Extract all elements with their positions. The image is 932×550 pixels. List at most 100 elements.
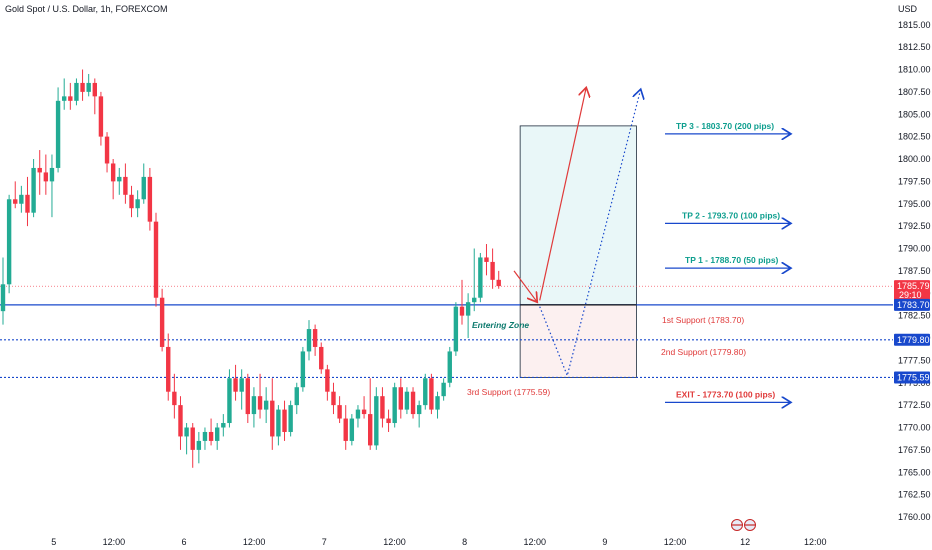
- candle-body: [172, 391, 177, 406]
- support2-price-tag: 1779.80: [897, 335, 930, 345]
- support-3-label: 3rd Support (1775.59): [467, 387, 550, 397]
- y-tick-label: 1760.00: [898, 512, 931, 522]
- candle-body: [472, 297, 477, 303]
- candle-body: [166, 346, 171, 392]
- candle-body: [221, 423, 226, 428]
- y-tick-label: 1790.00: [898, 244, 931, 254]
- candle-body: [429, 378, 434, 410]
- countdown-tag: 29:10: [899, 290, 922, 300]
- y-tick-label: 1762.50: [898, 490, 931, 500]
- candle-body: [80, 82, 85, 92]
- candle-body: [337, 405, 342, 419]
- candle-body: [282, 409, 287, 432]
- candle-body: [92, 82, 97, 97]
- candle-body: [110, 163, 116, 182]
- x-tick-label: 9: [602, 537, 607, 547]
- entry-price-tag: 1783.70: [897, 300, 930, 310]
- candle-body: [496, 279, 501, 287]
- y-tick-label: 1770.00: [898, 423, 931, 433]
- y-tick-label: 1802.50: [898, 132, 931, 142]
- candle-body: [13, 199, 18, 204]
- candle-body: [441, 382, 446, 397]
- candle-body: [227, 378, 232, 424]
- support3-price-tag: 1775.59: [897, 372, 930, 382]
- candle-body: [86, 82, 91, 92]
- y-tick-label: 1807.50: [898, 87, 931, 97]
- candle-body: [263, 400, 269, 410]
- y-tick-label: 1810.00: [898, 65, 931, 75]
- y-tick-label: 1795.00: [898, 199, 931, 209]
- candle-body: [233, 378, 238, 392]
- chart-title: Gold Spot / U.S. Dollar, 1h, FOREXCOM: [5, 4, 168, 14]
- red-arrow-down: [513, 270, 537, 302]
- x-tick-label: 12:00: [804, 537, 827, 547]
- candle-body: [55, 100, 61, 168]
- candle-body: [147, 176, 153, 222]
- candle-body: [19, 194, 24, 204]
- y-tick-label: 1800.00: [898, 154, 931, 164]
- candle-body: [386, 418, 391, 424]
- trade-box-group: [519, 125, 637, 378]
- y-tick-label: 1765.00: [898, 467, 931, 477]
- candle-body: [31, 167, 36, 213]
- y-tick-label: 1805.00: [898, 109, 931, 119]
- current-price-tag-bg: [894, 280, 930, 301]
- candle-body: [453, 306, 459, 352]
- candle-body: [343, 418, 348, 441]
- y-tick-label: 1777.50: [898, 355, 931, 365]
- entry-price-tag-bg: [894, 298, 930, 311]
- support2-price-tag-bg: [894, 333, 930, 346]
- candle-body: [484, 257, 489, 262]
- candle-body: [478, 257, 483, 298]
- candle-body: [325, 369, 330, 392]
- x-tick-label: 7: [322, 537, 327, 547]
- x-tick-label: 12:00: [103, 537, 126, 547]
- y-tick-label: 1815.00: [898, 20, 931, 30]
- blue-dotted-arrow: [539, 89, 641, 378]
- y-tick-label: 1767.50: [898, 445, 931, 455]
- x-tick-label: 12:00: [243, 537, 266, 547]
- candle-body: [104, 136, 110, 164]
- candle-body: [153, 221, 159, 298]
- candle-body: [490, 261, 495, 280]
- candle-body: [319, 346, 324, 370]
- time-axis-background: [0, 534, 893, 550]
- candle-body: [288, 405, 293, 432]
- candle-body: [331, 391, 336, 406]
- candle-body: [392, 387, 397, 424]
- candle-body: [368, 414, 373, 446]
- candle-body: [380, 396, 385, 419]
- support-2-label: 2nd Support (1779.80): [661, 347, 746, 357]
- candle-body: [300, 351, 306, 388]
- candle-body: [294, 387, 299, 406]
- current-price-tag: 1785.79: [897, 281, 930, 291]
- candle-body: [190, 427, 195, 450]
- candle-body: [0, 284, 6, 312]
- price-axis-background: [893, 0, 932, 550]
- y-tick-label: 1772.50: [898, 400, 931, 410]
- drawings-group: [513, 87, 791, 402]
- candle-body: [62, 96, 67, 101]
- x-tick-label: 8: [462, 537, 467, 547]
- exit-label: EXIT - 1773.70 (100 pips): [676, 389, 775, 399]
- support3-price-tag-bg: [894, 371, 930, 384]
- candle-body: [361, 409, 367, 415]
- candle-body: [129, 194, 134, 209]
- candle-body: [270, 400, 275, 437]
- target-zone-box: [519, 125, 637, 306]
- candle-body: [465, 302, 471, 316]
- candle-body: [251, 396, 257, 415]
- candle-body: [117, 176, 122, 182]
- annotations-group: TP 3 - 1803.70 (200 pips) TP 2 - 1793.70 …: [467, 121, 780, 400]
- currency-label: USD: [898, 4, 918, 14]
- tp3-label: TP 3 - 1803.70 (200 pips): [676, 121, 774, 131]
- candle-body: [423, 378, 428, 406]
- x-tick-label: 12:00: [664, 537, 687, 547]
- entering-zone-label: Entering Zone: [472, 320, 529, 330]
- x-tick-label: 12: [740, 537, 750, 547]
- candle-body: [74, 82, 79, 101]
- candle-body: [416, 405, 422, 415]
